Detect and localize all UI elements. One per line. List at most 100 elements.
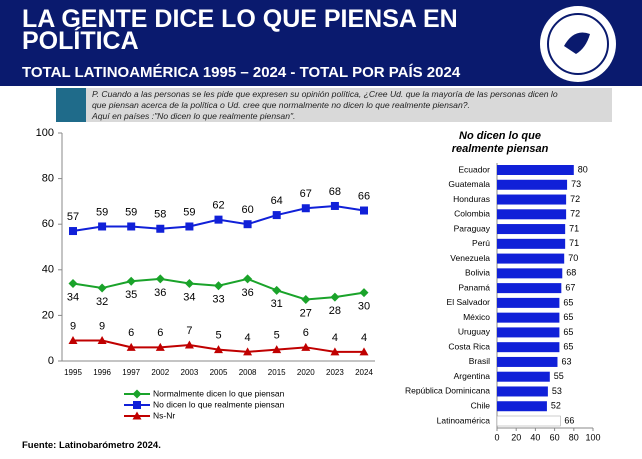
y-tick-label: Panamá (458, 282, 490, 292)
y-tick-label: 80 (42, 173, 54, 185)
data-label: 64 (271, 195, 283, 207)
marker (155, 342, 165, 351)
y-tick-label: 0 (48, 355, 54, 367)
data-label: 28 (329, 305, 341, 317)
marker (243, 274, 253, 284)
data-label: 7 (186, 325, 192, 337)
y-tick-label: Argentina (454, 371, 491, 381)
x-tick-label: 100 (585, 432, 600, 442)
data-label: 71 (569, 223, 579, 233)
x-tick-label: 2005 (210, 368, 228, 377)
bar (497, 224, 566, 235)
y-tick-label: México (463, 312, 490, 322)
data-label: 65 (563, 312, 573, 322)
marker (243, 347, 253, 356)
y-tick-label: República Dominicana (405, 386, 490, 396)
marker (272, 345, 282, 354)
y-tick-label: 40 (42, 264, 54, 276)
marker (272, 211, 281, 220)
y-tick-label: Costa Rica (448, 341, 490, 351)
legend-label: Ns-Nr (153, 410, 175, 420)
y-tick-label: 100 (36, 127, 54, 139)
legend-label: No dicen lo que realmente piensan (153, 399, 285, 409)
bar-chart-title: No dicen lo que realmente piensan (451, 130, 549, 155)
x-tick-label: 2020 (297, 368, 315, 377)
data-label: 65 (563, 342, 573, 352)
data-label: 68 (566, 268, 576, 278)
data-label: 9 (70, 320, 76, 332)
marker (132, 411, 142, 420)
bar (497, 268, 563, 279)
bar (497, 194, 567, 205)
data-label: 62 (212, 200, 224, 212)
y-tick-label: Honduras (453, 194, 490, 204)
y-tick-label: 60 (42, 218, 54, 230)
data-label: 59 (183, 206, 195, 218)
marker (301, 342, 311, 351)
data-label: 72 (570, 194, 580, 204)
data-label: 36 (241, 287, 253, 299)
y-tick-label: Venezuela (450, 253, 490, 263)
data-label: 4 (332, 332, 338, 344)
data-label: 55 (554, 371, 564, 381)
data-label: 70 (568, 253, 578, 263)
data-label: 66 (358, 190, 370, 202)
y-tick-label: Latinoamérica (437, 415, 491, 425)
bar (497, 179, 568, 190)
marker (330, 347, 340, 356)
question-line: Aquí en países :"No dicen lo que realmen… (92, 111, 296, 121)
marker (359, 288, 369, 298)
x-tick-label: 80 (569, 432, 579, 442)
data-label: 60 (241, 204, 253, 216)
data-label: 9 (99, 320, 105, 332)
x-tick-label: 1997 (122, 368, 140, 377)
y-tick-label: Chile (471, 400, 491, 410)
data-label: 66 (564, 415, 574, 425)
y-tick-label: Perú (472, 238, 490, 248)
data-label: 6 (128, 327, 134, 339)
marker (359, 347, 369, 356)
y-tick-label: 20 (42, 309, 54, 321)
marker (272, 285, 282, 295)
bar (497, 312, 560, 323)
x-tick-label: 2023 (326, 368, 344, 377)
data-label: 4 (361, 332, 367, 344)
data-label: 34 (67, 291, 79, 303)
bar (497, 371, 550, 382)
y-tick-label: Guatemala (448, 179, 490, 189)
marker (214, 345, 223, 354)
data-label: 33 (212, 294, 224, 306)
logo (540, 6, 616, 82)
data-label: 72 (570, 209, 580, 219)
data-label: 68 (329, 186, 341, 198)
bar (497, 386, 548, 397)
logo-graphic (547, 13, 609, 75)
marker (97, 335, 107, 344)
bar (496, 415, 561, 427)
marker (127, 222, 136, 231)
data-label: 52 (551, 401, 561, 411)
question-line: P. Cuando a las personas se les pide que… (92, 89, 558, 99)
marker (214, 215, 223, 224)
data-label: 58 (154, 209, 166, 221)
marker (243, 220, 252, 229)
y-tick-label: Ecuador (458, 164, 490, 174)
marker (301, 294, 311, 304)
data-label: 5 (215, 330, 221, 342)
y-tick-label: Bolivia (465, 268, 490, 278)
data-label: 67 (565, 282, 575, 292)
x-tick-label: 2008 (239, 368, 257, 377)
marker (214, 281, 223, 291)
marker (68, 335, 78, 344)
marker (133, 401, 141, 409)
marker (330, 201, 339, 210)
x-tick-label: 40 (530, 432, 540, 442)
marker (98, 222, 107, 231)
x-tick-label: 20 (511, 432, 521, 442)
data-label: 59 (96, 206, 108, 218)
y-tick-label: Colombia (454, 209, 490, 219)
marker (185, 222, 194, 231)
marker (69, 227, 77, 236)
y-tick-label: Paraguay (454, 223, 491, 233)
